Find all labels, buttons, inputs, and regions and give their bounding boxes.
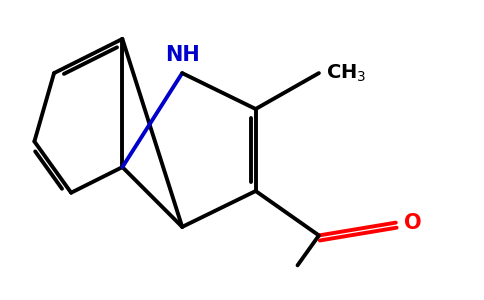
Text: O: O — [404, 213, 422, 232]
Text: NH: NH — [165, 45, 199, 64]
Text: CH$_3$: CH$_3$ — [326, 62, 366, 84]
